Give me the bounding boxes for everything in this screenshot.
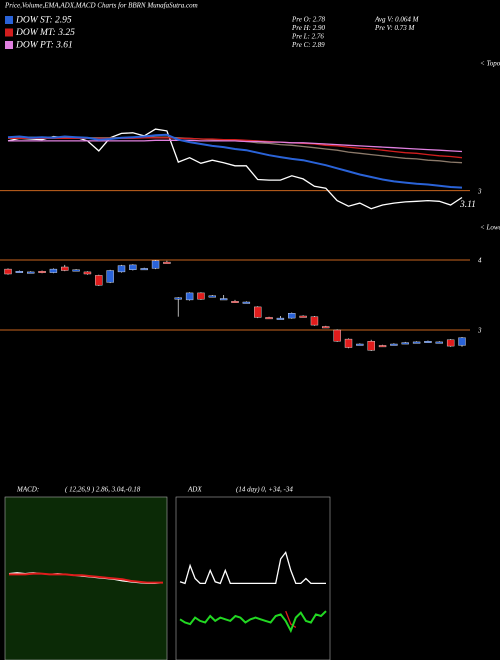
candle-body (299, 315, 307, 318)
candle-body (4, 268, 12, 275)
legend-label: DOW MT: 3.25 (15, 28, 75, 38)
annotation: 3.11 (459, 200, 476, 210)
pre-value: Pre H: 2.90 (291, 24, 325, 32)
candle-body (310, 316, 319, 326)
candle-body (185, 292, 194, 301)
series-line (7, 133, 463, 189)
candle-body (253, 306, 262, 318)
candle-body (367, 341, 375, 351)
series-line (8, 139, 463, 153)
series-line (9, 572, 163, 584)
annotation: < Topo (480, 60, 500, 68)
panel-title: MACD: (16, 486, 39, 494)
legend-label: DOW ST: 2.95 (15, 16, 72, 26)
chart-title: Price,Volume,EMA,ADX,MACD Charts for BBR… (4, 2, 198, 10)
series-line (179, 610, 327, 634)
candle-body (83, 271, 92, 275)
candle-body (378, 345, 387, 348)
candle-body (276, 317, 285, 320)
panel-subtitle: ( 12,26,9 ) 2.86, 3.04,-0.18 (65, 486, 141, 494)
y-tick-label: 3 (477, 327, 482, 335)
annotation: < Lowe (480, 224, 500, 232)
candle-body (72, 269, 80, 272)
panel-title: ADX (187, 486, 202, 494)
series-line (179, 550, 326, 585)
candle-body (356, 343, 364, 346)
legend-swatch (5, 16, 13, 24)
series-line (7, 128, 463, 210)
pre-value: Pre L: 2.76 (291, 33, 324, 41)
candle-body (446, 339, 455, 347)
panel-background (175, 496, 331, 660)
candle-body (61, 266, 69, 271)
candle-body (458, 337, 466, 346)
candle-body (219, 298, 228, 301)
candle-body (49, 268, 58, 273)
series-line (285, 610, 297, 628)
candle-body (140, 268, 148, 271)
legend-swatch (5, 41, 13, 49)
volume-value: Avg V: 0.064 M (374, 16, 420, 24)
candle-body (288, 313, 296, 319)
candle-body (231, 301, 239, 303)
candle-body (390, 343, 398, 346)
candle-body (197, 292, 205, 300)
legend-label: DOW PT: 3.61 (15, 41, 73, 51)
candle-body (38, 271, 46, 273)
y-tick-label: 4 (478, 257, 482, 265)
candle-body (344, 338, 353, 348)
candle-body (174, 297, 182, 300)
volume-value: Pre V: 0.73 M (374, 24, 415, 32)
candle-body (401, 342, 409, 345)
panel-subtitle: (14 day) 0, +34, -34 (236, 486, 293, 494)
candle-body (151, 260, 160, 269)
pre-value: Pre C: 2.89 (291, 41, 325, 49)
candle-body (27, 271, 35, 274)
candle-body (208, 295, 217, 298)
pre-value: Pre O: 2.78 (291, 16, 325, 24)
candle-body (163, 261, 171, 264)
candle-body (106, 270, 114, 283)
candle-body (424, 341, 432, 343)
candle-body (333, 329, 341, 342)
candle-body (129, 264, 137, 270)
candle-body (412, 341, 421, 344)
panel-background (4, 496, 168, 660)
candle-body (95, 275, 103, 286)
legend-swatch (5, 28, 13, 37)
candle-body (265, 317, 273, 320)
candle-body (15, 271, 24, 273)
y-tick-label: 3 (477, 187, 482, 195)
candle-body (435, 341, 443, 344)
candle-body (322, 326, 330, 329)
candle-body (242, 301, 251, 304)
candle-body (117, 265, 126, 273)
